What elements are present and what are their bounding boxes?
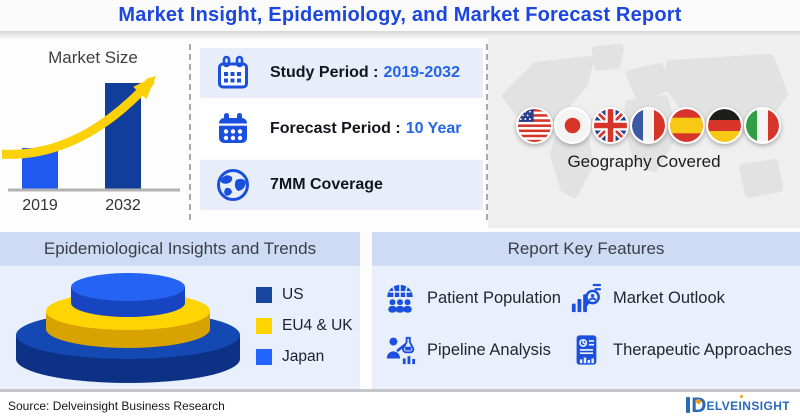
- legend-label-eu4uk: EU4 & UK: [282, 317, 353, 334]
- title-shadow: [0, 31, 800, 40]
- dashed-divider-right: [486, 44, 488, 220]
- delveinsight-logo: D ELVEINSIGHT: [686, 395, 790, 416]
- geography-section: Geography Covered: [488, 38, 800, 228]
- source-note: Source: Delveinsight Business Research: [8, 399, 225, 413]
- epidemiology-panel: Epidemiological Insights and Trends US: [0, 232, 360, 392]
- geography-covered-label: Geography Covered: [567, 152, 721, 171]
- coverage-row: 7MM Coverage: [200, 160, 483, 210]
- forecast-period-value: 10 Year: [405, 120, 462, 137]
- flag-japan-icon: [554, 107, 591, 144]
- market-size-title: Market Size: [48, 48, 138, 67]
- legend-swatch-us: [256, 287, 272, 303]
- pipeline-analysis-icon: [386, 336, 416, 365]
- flag-france-icon: [630, 107, 667, 144]
- axis-label-2032: 2032: [105, 197, 141, 214]
- market-size-chart: [2, 75, 180, 192]
- therapeutic-approaches-icon: [576, 335, 597, 365]
- legend-item-eu4uk: EU4 & UK: [256, 317, 353, 335]
- study-period-value: 2019-2032: [383, 64, 460, 81]
- dashed-divider-left: [189, 44, 191, 220]
- podium-chart: [16, 273, 240, 383]
- feature-label: Therapeutic Approaches: [613, 340, 792, 359]
- flag-us-icon: [516, 107, 553, 144]
- features-panel-title: Report Key Features: [372, 232, 800, 266]
- legend-swatch-eu4uk: [256, 318, 272, 334]
- legend-swatch-japan: [256, 349, 272, 365]
- market-outlook-icon: [571, 283, 602, 313]
- logo-stem: [686, 397, 691, 413]
- logo-letter-i: I: [738, 399, 743, 413]
- flags-row: [516, 107, 781, 144]
- footer: Source: Delveinsight Business Research D…: [0, 392, 800, 420]
- coverage-label: 7MM Coverage: [270, 176, 383, 193]
- feature-market-outlook: Market Outlook: [570, 282, 725, 314]
- legend-item-us: US: [256, 286, 353, 304]
- features-panel: Report Key Features Patient Population: [372, 232, 800, 392]
- flag-spain-icon: [668, 107, 705, 144]
- feature-patient-population: Patient Population: [384, 282, 561, 314]
- feature-label: Market Outlook: [613, 288, 725, 307]
- legend: US EU4 & UK Japan: [256, 286, 353, 379]
- patient-population-icon: [387, 284, 413, 313]
- growth-arrow-icon: [2, 75, 157, 159]
- logo-text-1: ELVE: [706, 399, 739, 413]
- hanging-calendar-icon: [218, 55, 248, 89]
- feature-therapeutic-approaches: Therapeutic Approaches: [570, 334, 792, 366]
- logo-letter-d: D: [691, 394, 707, 417]
- flag-germany-icon: [706, 107, 743, 144]
- logo-text-2: NSIGHT: [742, 399, 790, 413]
- flag-italy-icon: [744, 107, 781, 144]
- study-period-row: Study Period :2019-2032: [200, 48, 483, 98]
- axis-label-2019: 2019: [22, 197, 58, 214]
- study-period-label: Study Period :: [270, 64, 379, 81]
- globe-icon: [217, 169, 249, 201]
- forecast-period-label: Forecast Period :: [270, 120, 401, 137]
- feature-pipeline-analysis: Pipeline Analysis: [384, 334, 551, 366]
- flag-uk-icon: [592, 107, 629, 144]
- legend-label-japan: Japan: [282, 348, 325, 365]
- feature-label: Patient Population: [427, 288, 561, 307]
- logo-dot-icon: [696, 399, 702, 404]
- calendar-icon: [219, 113, 247, 143]
- feature-label: Pipeline Analysis: [427, 340, 551, 359]
- epidemiology-panel-title: Epidemiological Insights and Trends: [0, 232, 360, 266]
- title-bar: Market Insight, Epidemiology, and Market…: [0, 0, 800, 31]
- legend-item-japan: Japan: [256, 348, 353, 366]
- page-title: Market Insight, Epidemiology, and Market…: [118, 4, 682, 26]
- forecast-period-row: Forecast Period :10 Year: [200, 104, 483, 154]
- panels-bottom-rule: [0, 389, 800, 392]
- legend-label-us: US: [282, 286, 304, 303]
